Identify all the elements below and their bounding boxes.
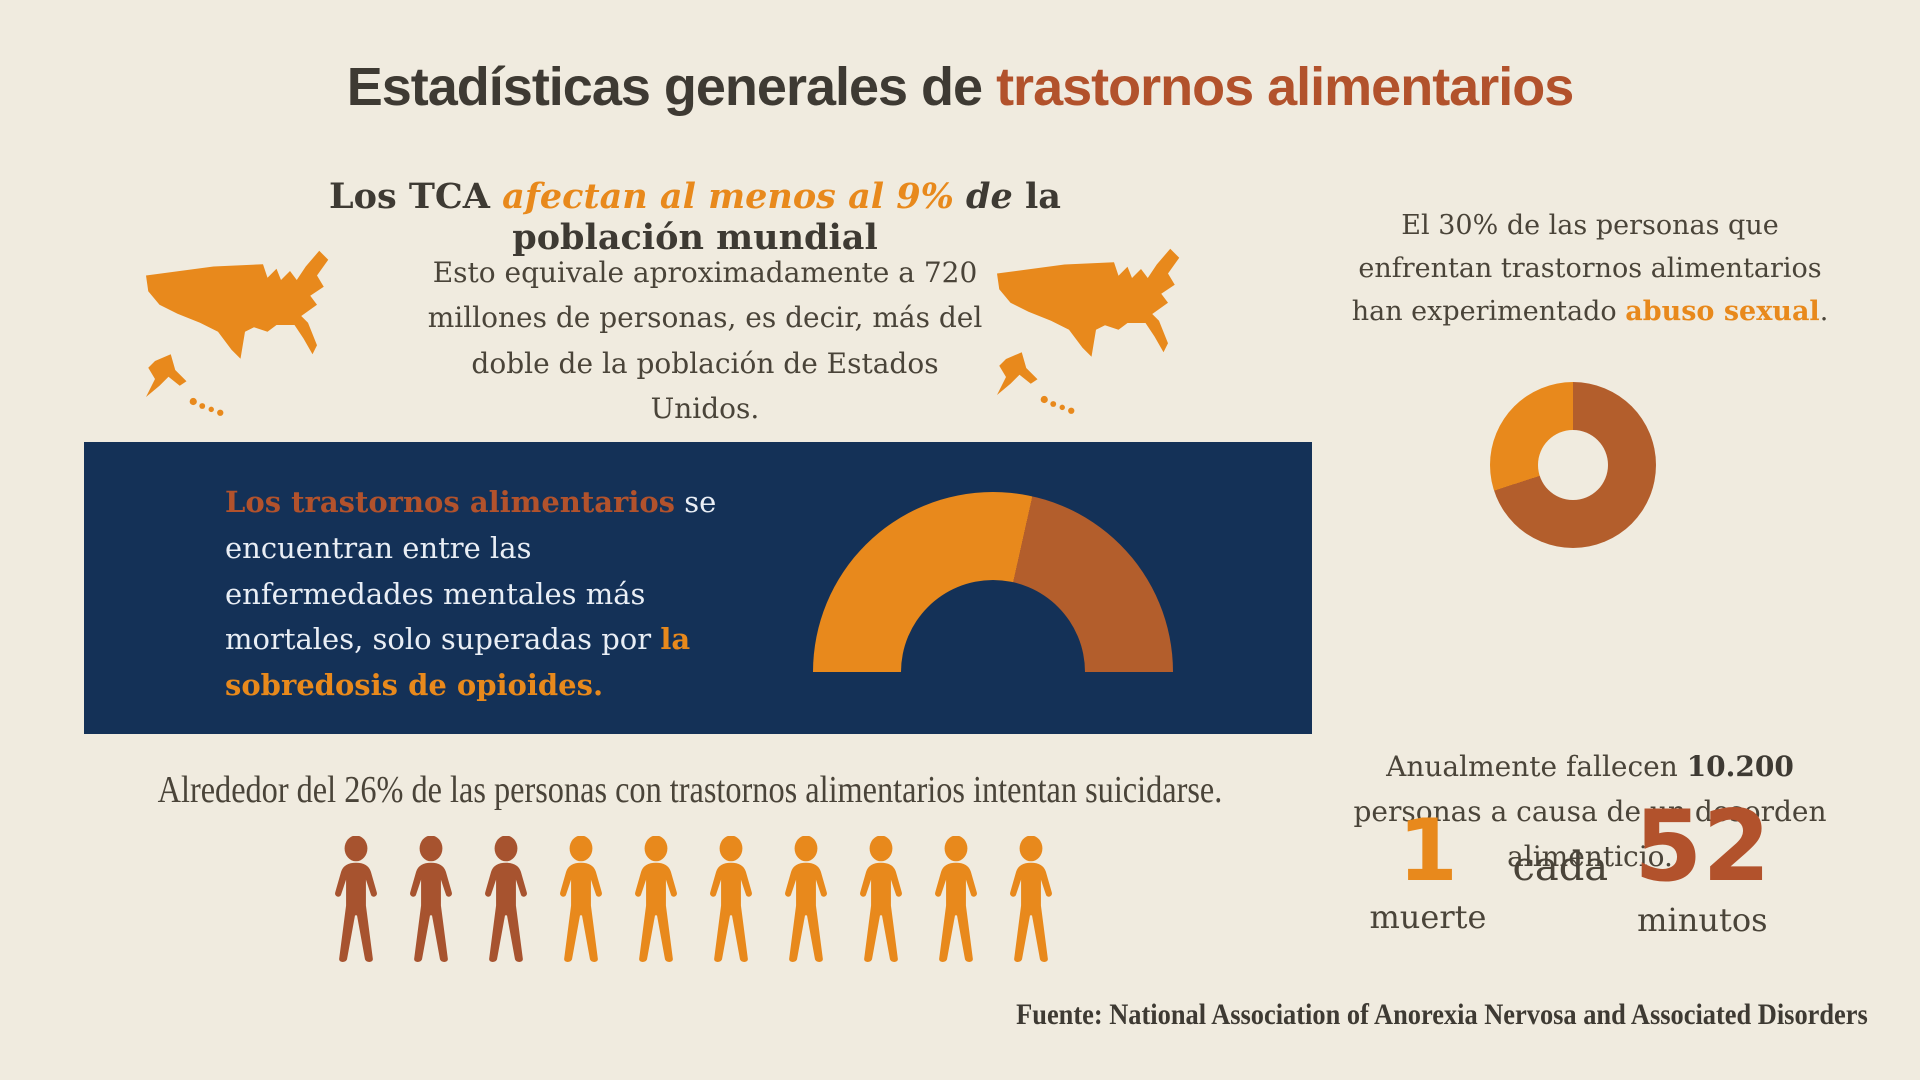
death-rate-value-1: 1 <box>1398 801 1458 901</box>
person-icon <box>410 836 452 963</box>
mortality-gauge-chart <box>813 492 1173 672</box>
mortality-panel: Los trastornos alimentarios se encuentra… <box>84 442 1312 734</box>
death-rate-connector-col: cada <box>1512 844 1608 890</box>
abuse-stat-prefix: El 30% de las personas que enfrentan tra… <box>1351 210 1822 328</box>
person-icon <box>860 836 902 963</box>
death-rate-col-2: 52 minutos <box>1634 796 1770 939</box>
abuse-stat-highlight: abuso sexual <box>1625 296 1820 328</box>
person-icon <box>560 836 602 963</box>
person-icon <box>935 836 977 963</box>
death-rate-value-2: 52 <box>1634 790 1771 904</box>
death-rate-connector: cada <box>1512 844 1609 890</box>
subtitle-suffix: la población mundial <box>512 176 1061 258</box>
usa-map-icon-right <box>997 248 1180 414</box>
person-icon <box>335 836 377 963</box>
deaths-count: 10.200 <box>1686 750 1794 783</box>
mortality-stat-text: Los trastornos alimentarios se encuentra… <box>225 480 740 709</box>
abuse-stat-text: El 30% de las personas que enfrentan tra… <box>1340 204 1840 334</box>
mortality-highlight: la sobredosis de opioides. <box>225 622 691 703</box>
deaths-prefix: Anualmente fallecen <box>1386 750 1687 783</box>
population-equivalence-text: Esto equivale aproximadamente a 720 mill… <box>427 256 983 426</box>
abuse-donut-chart <box>1490 382 1656 548</box>
death-rate-label-2: minutos <box>1637 900 1768 939</box>
person-icon <box>635 836 677 963</box>
person-icon <box>710 836 752 963</box>
person-icon <box>785 836 827 963</box>
mortality-middle: se encuentran entre las enfermedades men… <box>225 485 717 657</box>
subtitle-middle: de <box>966 176 1025 217</box>
usa-map-icon-left <box>146 250 329 416</box>
gauge-arc <box>813 492 1173 672</box>
title-accent: trastornos alimentarios <box>996 57 1574 117</box>
page-title: Estadísticas generales de trastornos ali… <box>0 56 1920 118</box>
mortality-accent: Los trastornos alimentarios <box>225 485 676 519</box>
title-prefix: Estadísticas generales de <box>346 57 997 117</box>
person-icon <box>1010 836 1052 963</box>
abuse-stat-suffix: . <box>1819 296 1829 328</box>
death-rate-col-1: 1 muerte <box>1369 801 1487 937</box>
subtitle-prefix: Los TCA <box>329 176 503 217</box>
source-attribution: Fuente: National Association of Anorexia… <box>1016 998 1868 1031</box>
annual-deaths-text: Anualmente fallecen 10.200 personas a ca… <box>1340 745 1840 879</box>
subtitle-highlight: afectan al menos al 9% <box>502 176 967 217</box>
death-rate-label-1: muerte <box>1369 898 1487 937</box>
suicide-pictogram <box>325 836 1065 967</box>
person-icon <box>485 836 527 963</box>
death-rate: 1 muerte cada 52 minutos <box>1360 796 1780 939</box>
deaths-suffix: personas a causa de un desorden alimenti… <box>1353 794 1827 873</box>
suicide-stat-text: Alrededor del 26% de las personas con tr… <box>157 769 1223 811</box>
subtitle: Los TCA afectan al menos al 9% de la pob… <box>230 176 1160 258</box>
